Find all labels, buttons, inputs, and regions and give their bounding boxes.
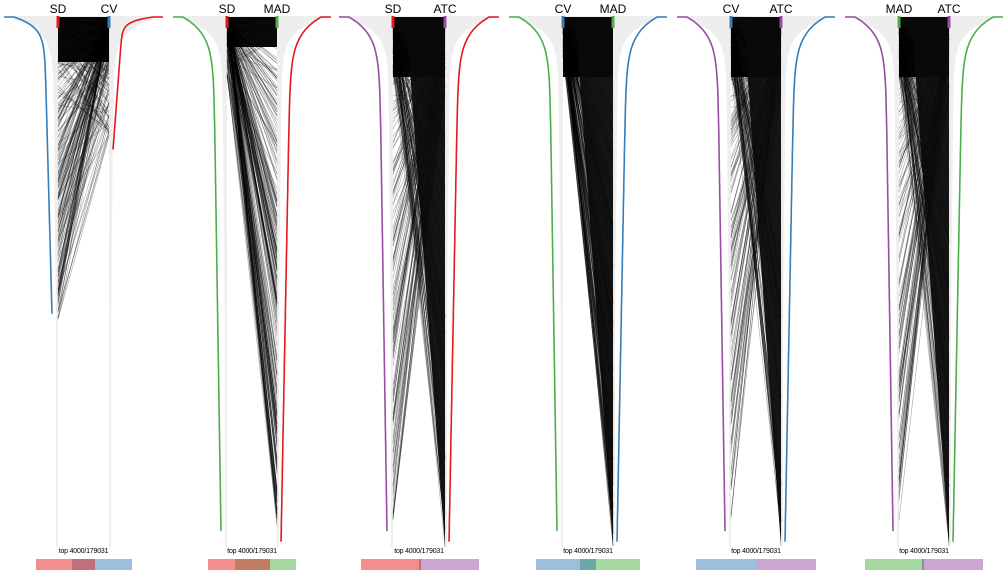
overlap-shared-segment [755,559,757,570]
left-distribution-fill [513,17,563,547]
overlap-bar [36,559,132,570]
right-axis-marker [443,16,447,28]
rank-connection-lines [392,16,446,547]
right-distribution-fill [109,17,159,547]
right-distribution-fill [613,17,663,547]
right-axis-label: ATC [769,2,793,16]
right-axis-marker [611,16,615,28]
left-value-curve [509,16,558,532]
right-axis-label: ATC [937,2,961,16]
right-axis-label: ATC [433,2,457,16]
overlap-bar [696,559,816,570]
rank-connection-lines [898,16,950,547]
rank-connection-lines [57,16,110,320]
left-distribution-fill [8,17,58,547]
overlap-right-only-segment [269,559,296,570]
right-value-curve [784,16,835,542]
rank-connection-lines [226,16,278,527]
overlap-bar [361,559,479,570]
top-count-label: top 4000/179031 [731,548,781,555]
right-value-curve [112,16,163,150]
right-value-curve [448,16,499,542]
top-count-label: top 4000/179031 [563,548,613,555]
right-distribution-fill [781,17,831,547]
rank-connection-lines [562,16,614,547]
left-axis-marker [897,16,901,28]
left-axis-label: SD [49,2,67,16]
right-distribution-fill [949,17,999,547]
overlap-bar [536,559,640,570]
right-axis-label: CV [100,2,118,16]
overlap-bar [208,559,296,570]
overlap-shared-segment [922,559,925,570]
left-axis-label: SD [384,2,402,16]
overlap-right-only-segment [756,559,816,570]
right-value-curve [952,16,1003,542]
left-axis-label: CV [554,2,572,16]
overlap-shared-segment [418,559,422,570]
overlap-right-only-segment [421,559,479,570]
left-axis-marker [225,16,229,28]
right-distribution-fill [445,17,495,547]
left-distribution-fill [849,17,899,547]
left-value-curve [173,16,222,532]
right-axis-label: MAD [599,2,627,16]
left-axis-label: CV [722,2,740,16]
left-distribution-fill [681,17,731,547]
left-value-curve [677,16,726,532]
overlap-left-only-segment [865,559,923,570]
top-count-label: top 4000/179031 [227,548,277,555]
rank-connection-lines [730,16,782,547]
overlap-left-only-segment [536,559,580,570]
right-value-curve [616,16,667,542]
right-value-curve [280,16,331,542]
overlap-left-only-segment [36,559,72,570]
left-axis-label: SD [218,2,236,16]
overlap-left-only-segment [208,559,236,570]
overlap-right-only-segment [596,559,640,570]
right-axis-marker [779,16,783,28]
overlap-left-only-segment [361,559,419,570]
top-count-label: top 4000/179031 [899,548,949,555]
top-count-label: top 4000/179031 [394,548,444,555]
left-axis-marker [561,16,565,28]
overlap-shared-segment [235,559,270,570]
left-value-curve [339,16,388,532]
overlap-bar [865,559,983,570]
overlap-right-only-segment [924,559,983,570]
right-axis-marker [107,16,111,28]
left-distribution-fill [177,17,227,547]
left-axis-marker [56,16,60,28]
left-value-curve [845,16,894,532]
right-axis-marker [947,16,951,28]
left-axis-marker [391,16,395,28]
left-axis-label: MAD [885,2,913,16]
overlap-shared-segment [579,559,597,570]
overlap-right-only-segment [94,559,132,570]
left-value-curve [4,16,53,314]
left-axis-marker [729,16,733,28]
overlap-shared-segment [71,559,95,570]
right-axis-marker [275,16,279,28]
right-axis-label: MAD [263,2,291,16]
right-distribution-fill [277,17,327,547]
overlap-left-only-segment [696,559,756,570]
left-distribution-fill [343,17,393,547]
top-count-label: top 4000/179031 [58,548,109,555]
